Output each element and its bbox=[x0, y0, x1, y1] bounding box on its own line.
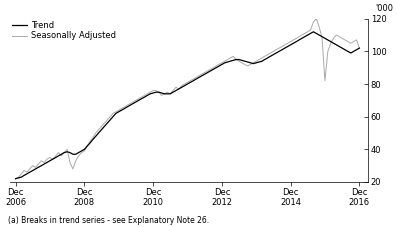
Legend: Trend, Seasonally Adjusted: Trend, Seasonally Adjusted bbox=[12, 21, 116, 40]
Text: (a) Breaks in trend series - see Explanatory Note 26.: (a) Breaks in trend series - see Explana… bbox=[8, 216, 209, 225]
Text: '000: '000 bbox=[375, 4, 393, 13]
